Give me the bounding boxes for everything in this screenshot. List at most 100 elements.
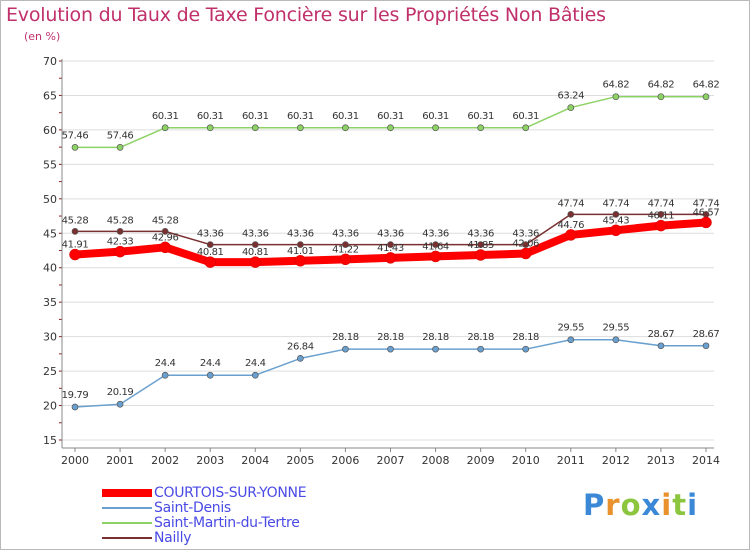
data-label: 43.36 [467,229,494,240]
logo-letter: i [687,488,699,522]
data-point [522,345,530,353]
data-point [387,241,394,248]
data-label: 43.36 [332,229,359,240]
data-label: 45.28 [62,215,89,226]
data-label: 41.85 [467,240,494,251]
data-point [657,93,665,101]
data-label: 41.43 [377,243,404,254]
data-point [522,124,530,132]
data-point [387,124,394,132]
data-label: 42.33 [107,237,134,248]
data-label: 47.74 [693,198,720,209]
x-tick-label: 2008 [422,454,450,467]
data-label: 19.79 [62,390,89,401]
data-point [69,248,81,261]
data-point [387,345,394,353]
data-label: 47.74 [648,198,675,209]
data-label: 45.43 [603,215,630,226]
data-label: 41.91 [62,240,89,251]
data-label: 60.31 [512,111,539,122]
data-point [657,211,665,218]
data-point [567,336,575,344]
data-label: 46.11 [648,211,675,222]
data-point [297,241,304,248]
data-label: 60.31 [152,111,179,122]
y-tick-label: 25 [43,365,57,378]
data-point [251,124,259,132]
data-label: 29.55 [557,323,584,334]
legend-swatch [102,507,152,509]
logo-letter: P [583,488,606,522]
data-point [429,250,442,263]
data-point [206,241,214,248]
data-point [251,371,259,379]
legend-label: Nailly [154,530,192,546]
data-label: 40.81 [197,247,224,258]
data-label: 28.18 [332,332,359,343]
logo-letter: o [620,488,642,522]
data-point [251,241,259,248]
x-tick-label: 2007 [377,454,405,467]
data-label: 47.74 [557,198,584,209]
x-tick-label: 2005 [286,454,314,467]
data-label: 43.36 [377,229,404,240]
legend-swatch [102,537,152,539]
x-tick-label: 2011 [557,454,585,467]
y-tick-label: 45 [43,227,57,240]
data-point [474,249,487,261]
data-point [114,245,126,258]
data-point [477,345,484,353]
data-point [384,252,397,264]
data-point [519,247,532,260]
data-label: 64.82 [603,80,630,91]
x-tick-label: 2001 [106,454,134,467]
data-point [567,211,575,218]
data-label: 63.24 [557,91,584,102]
data-label: 45.28 [107,215,134,226]
data-label: 44.76 [557,220,584,231]
data-point [522,241,530,248]
data-point [161,227,169,235]
data-label: 47.74 [603,198,630,209]
x-tick-label: 2013 [647,454,675,467]
logo-letter: i [661,488,673,522]
data-label: 28.18 [422,332,449,343]
data-point [116,400,124,408]
y-tick-label: 70 [43,55,57,68]
data-point [342,124,349,132]
data-label: 60.31 [422,111,449,122]
data-label: 42.06 [512,239,539,250]
data-point [71,227,79,235]
legend-item: Saint-Denis [102,500,231,516]
x-tick-label: 2014 [692,454,720,467]
data-point [612,93,620,101]
data-label: 28.18 [512,332,539,343]
data-point [249,256,262,268]
data-point [655,219,667,232]
data-label: 28.18 [377,332,404,343]
data-label: 24.4 [245,358,266,369]
data-point [159,241,171,254]
data-label: 64.82 [693,80,720,91]
data-label: 41.22 [332,244,359,255]
data-label: 60.31 [332,111,359,122]
data-label: 60.31 [377,111,404,122]
y-tick-label: 35 [43,296,57,309]
data-label: 60.31 [197,111,224,122]
data-label: 28.18 [467,332,494,343]
data-point [477,241,484,248]
data-label: 57.46 [107,130,134,141]
legend-swatch [102,489,152,497]
x-tick-label: 2002 [151,454,179,467]
data-label: 24.4 [155,358,176,369]
data-point [294,255,307,267]
logo-letter: r [605,488,621,522]
y-tick-label: 65 [43,89,57,102]
x-tick-label: 2006 [331,454,359,467]
data-point [702,342,710,350]
data-point [477,124,484,132]
data-label: 64.82 [648,80,675,91]
data-point [161,371,169,379]
data-point [342,345,349,353]
